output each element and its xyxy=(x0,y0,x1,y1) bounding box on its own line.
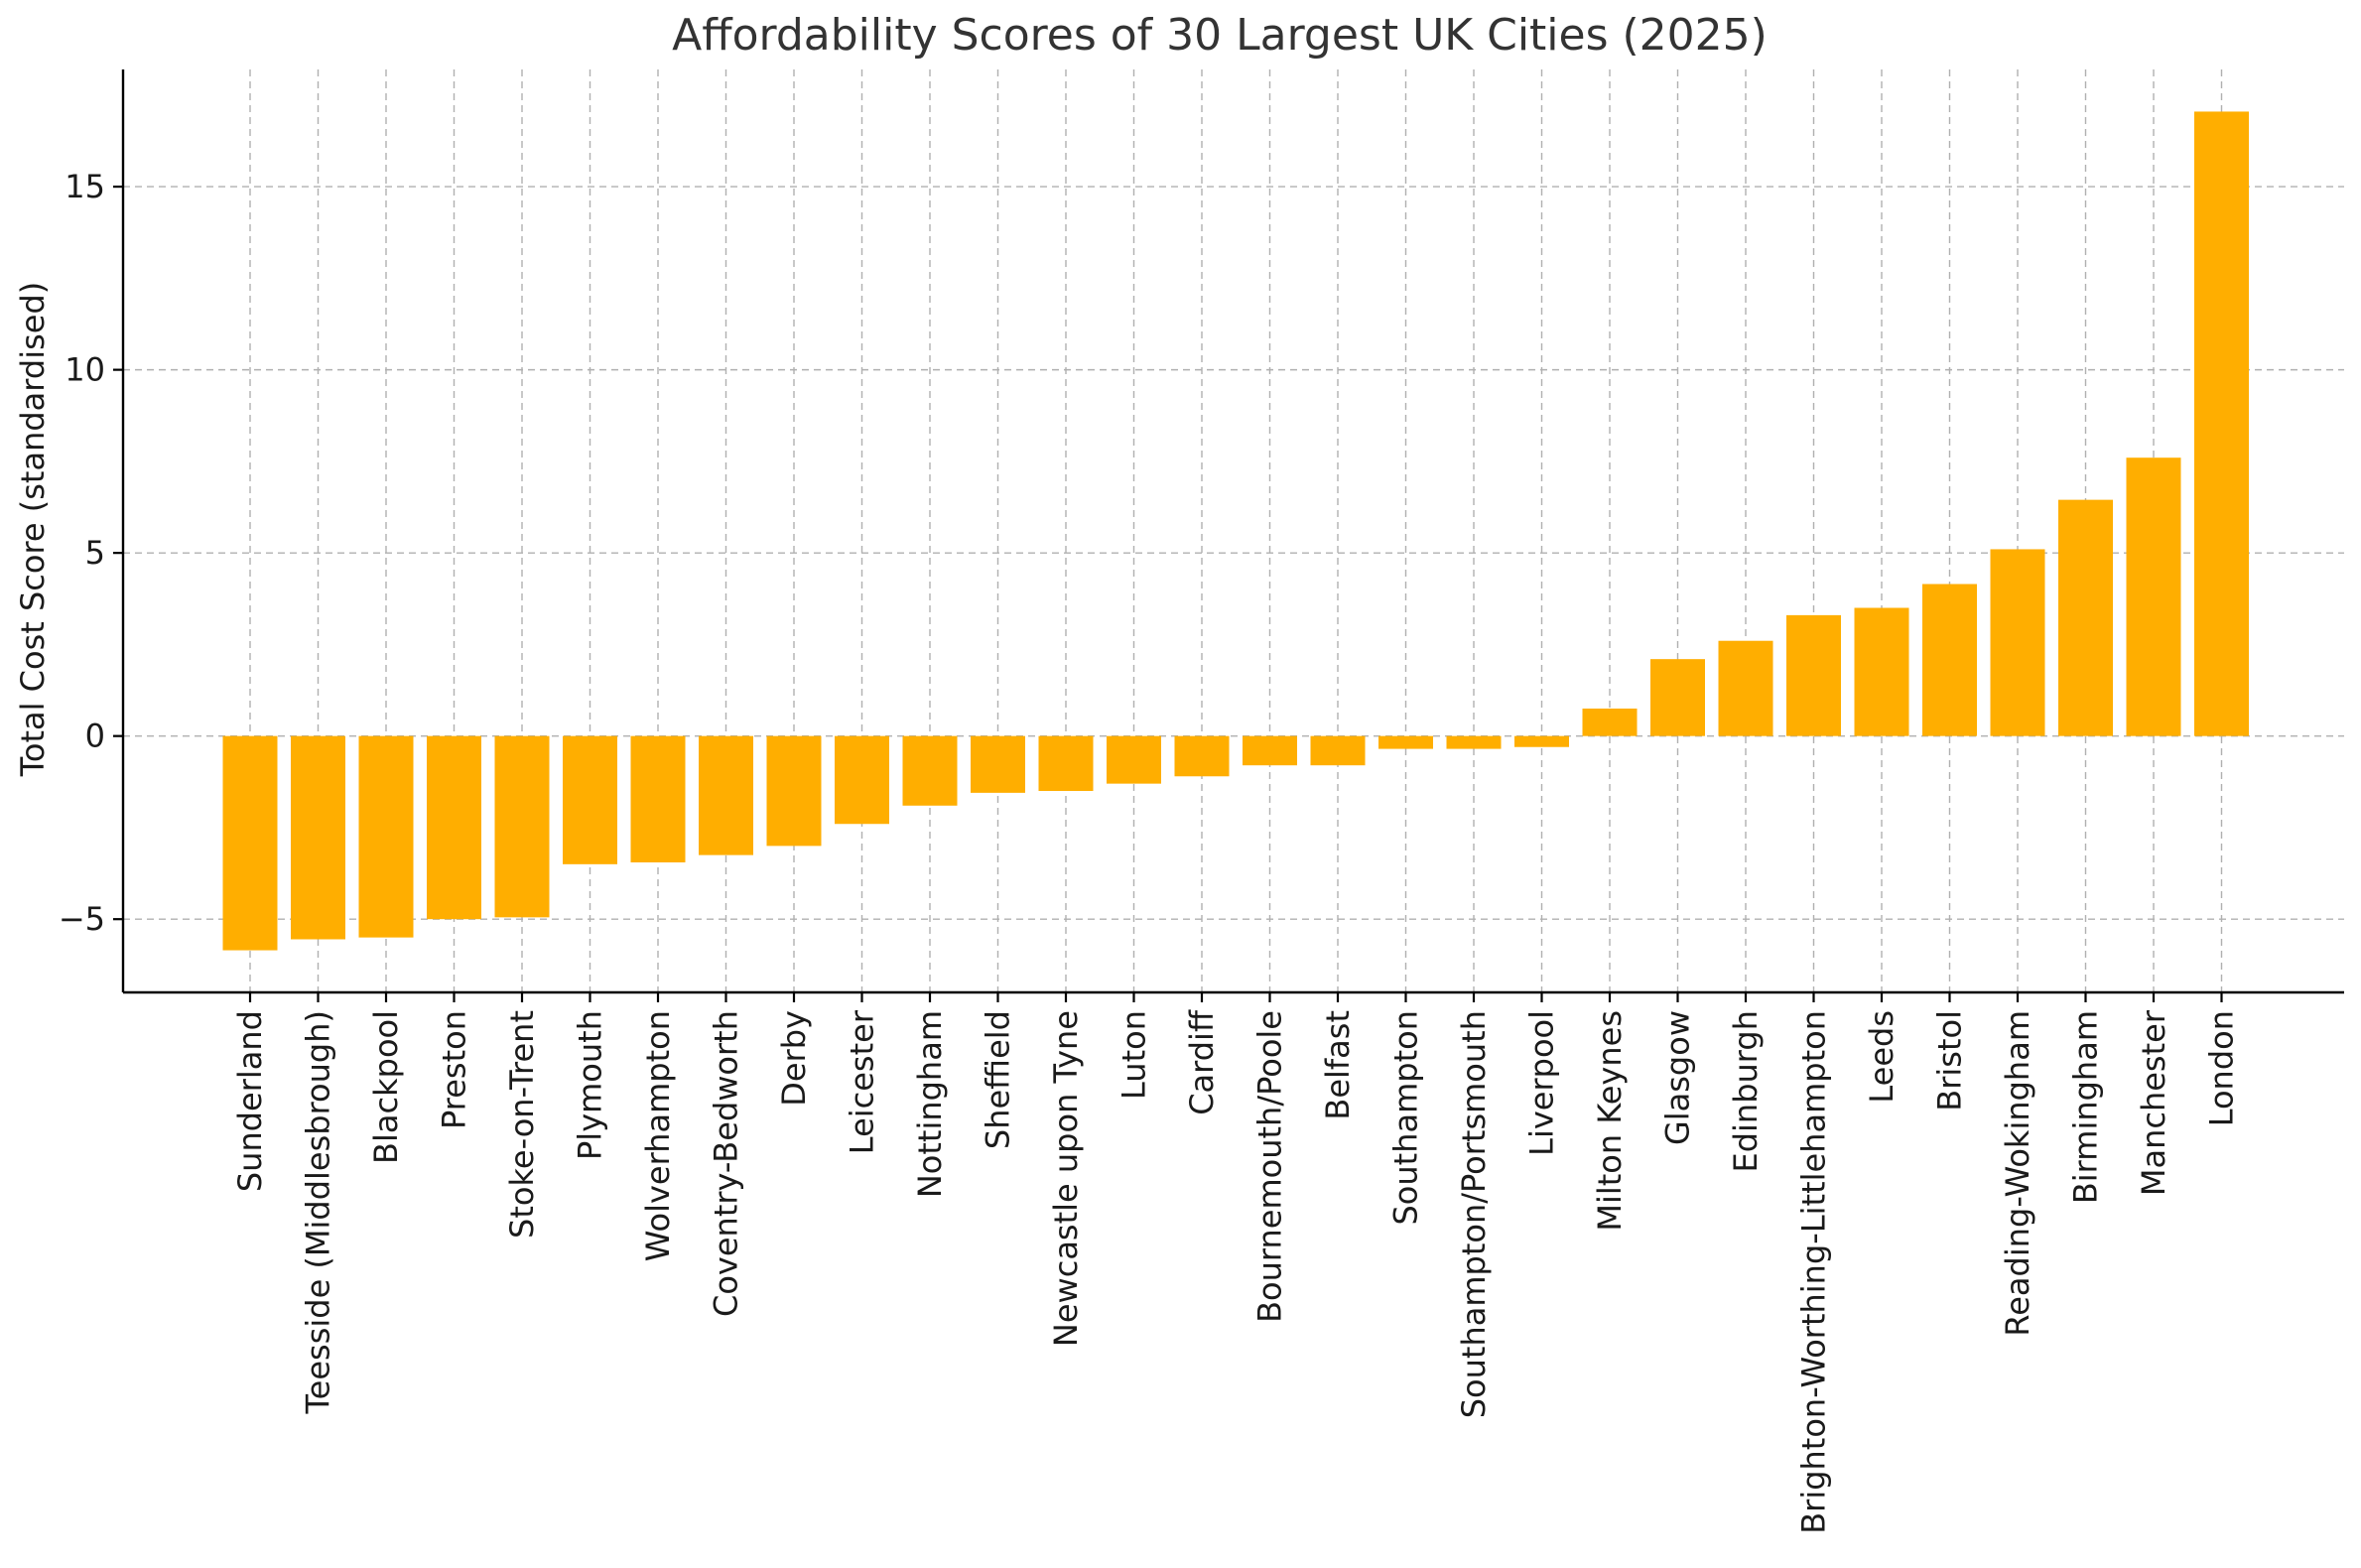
bar xyxy=(1107,735,1161,784)
bar xyxy=(2126,457,2181,736)
x-tick-label: Milton Keynes xyxy=(1591,1010,1629,1232)
x-tick-label: Stoke-on-Trent xyxy=(503,1010,541,1239)
axes-layer xyxy=(121,69,2344,994)
bar xyxy=(1243,735,1297,766)
x-tick-label: Belfast xyxy=(1319,1010,1357,1120)
x-tick-label: Bristol xyxy=(1931,1010,1969,1111)
x-tick-label: Teesside (Middlesbrough) xyxy=(300,1010,337,1414)
x-tick-label: Blackpool xyxy=(367,1010,405,1164)
bar xyxy=(1922,584,1977,736)
y-ticks-layer: −5 0 5 10 15 xyxy=(59,168,123,938)
x-tick-label: Southampton xyxy=(1387,1010,1425,1226)
grid-layer xyxy=(123,69,2344,992)
y-tick-label: 10 xyxy=(65,351,105,389)
x-category-labels: Sunderland Teesside (Middlesbrough) Blackp… xyxy=(231,992,2241,1534)
x-tick-label: Newcastle upon Tyne xyxy=(1047,1010,1085,1347)
bar xyxy=(835,735,889,825)
bar xyxy=(699,735,753,855)
y-tick-label: 5 xyxy=(85,534,105,572)
bar xyxy=(2194,111,2249,736)
bar xyxy=(291,735,345,940)
bar xyxy=(222,735,278,951)
x-tick-label: Glasgow xyxy=(1659,1010,1697,1145)
x-tick-label: Preston xyxy=(436,1010,473,1129)
bar xyxy=(1582,708,1638,736)
y-tick-label: 0 xyxy=(85,718,105,755)
x-tick-label: Southampton/Portsmouth xyxy=(1455,1010,1493,1418)
bar xyxy=(563,735,617,864)
x-tick-label: Liverpool xyxy=(1523,1010,1561,1156)
bar xyxy=(427,735,481,920)
x-tick-label: Bournemouth/Poole xyxy=(1251,1010,1289,1323)
bar xyxy=(1854,607,1909,736)
bar xyxy=(358,735,414,938)
bar xyxy=(494,735,550,918)
x-tick-label: Luton xyxy=(1115,1010,1153,1100)
bar xyxy=(766,735,822,847)
x-tick-label: Brighton-Worthing-Littlehampton xyxy=(1795,1010,1833,1534)
x-tick-label: Sheffield xyxy=(980,1010,1017,1149)
bar xyxy=(1650,659,1705,736)
bar xyxy=(1310,735,1366,766)
bar xyxy=(1514,735,1569,747)
bar xyxy=(902,735,958,806)
x-tick-label: Leeds xyxy=(1863,1010,1901,1104)
bar xyxy=(1990,549,2045,736)
x-tick-label: Leicester xyxy=(844,1009,881,1154)
bar xyxy=(1174,735,1230,777)
bars-layer xyxy=(222,111,2249,951)
x-tick-label: Reading-Wokingham xyxy=(1999,1010,2036,1337)
bar xyxy=(1786,614,1841,736)
bar xyxy=(1446,735,1502,749)
y-tick-label: −5 xyxy=(59,900,105,938)
x-tick-label: London xyxy=(2203,1010,2241,1126)
x-tick-label: Birmingham xyxy=(2067,1010,2105,1204)
x-tick-label: Coventry-Bedworth xyxy=(708,1010,745,1317)
x-tick-label: Sunderland xyxy=(231,1010,269,1192)
x-tick-label: Derby xyxy=(775,1010,813,1107)
x-tick-label: Wolverhampton xyxy=(639,1010,677,1261)
y-axis-label: Total Cost Score (standardised) xyxy=(14,282,52,777)
bar xyxy=(1718,640,1773,736)
bar xyxy=(1038,735,1094,792)
bar xyxy=(971,735,1025,793)
bar xyxy=(2058,499,2113,736)
x-tick-label: Edinburgh xyxy=(1727,1010,1765,1172)
x-tick-label: Plymouth xyxy=(572,1010,609,1160)
bar xyxy=(630,735,686,862)
chart-title: Affordability Scores of 30 Largest UK Ci… xyxy=(672,10,1768,61)
x-tick-label: Manchester xyxy=(2135,1009,2172,1196)
bar xyxy=(1378,735,1433,749)
y-tick-label: 15 xyxy=(65,168,105,205)
x-tick-label: Nottingham xyxy=(911,1010,949,1198)
x-tick-label: Cardiff xyxy=(1183,1009,1221,1115)
